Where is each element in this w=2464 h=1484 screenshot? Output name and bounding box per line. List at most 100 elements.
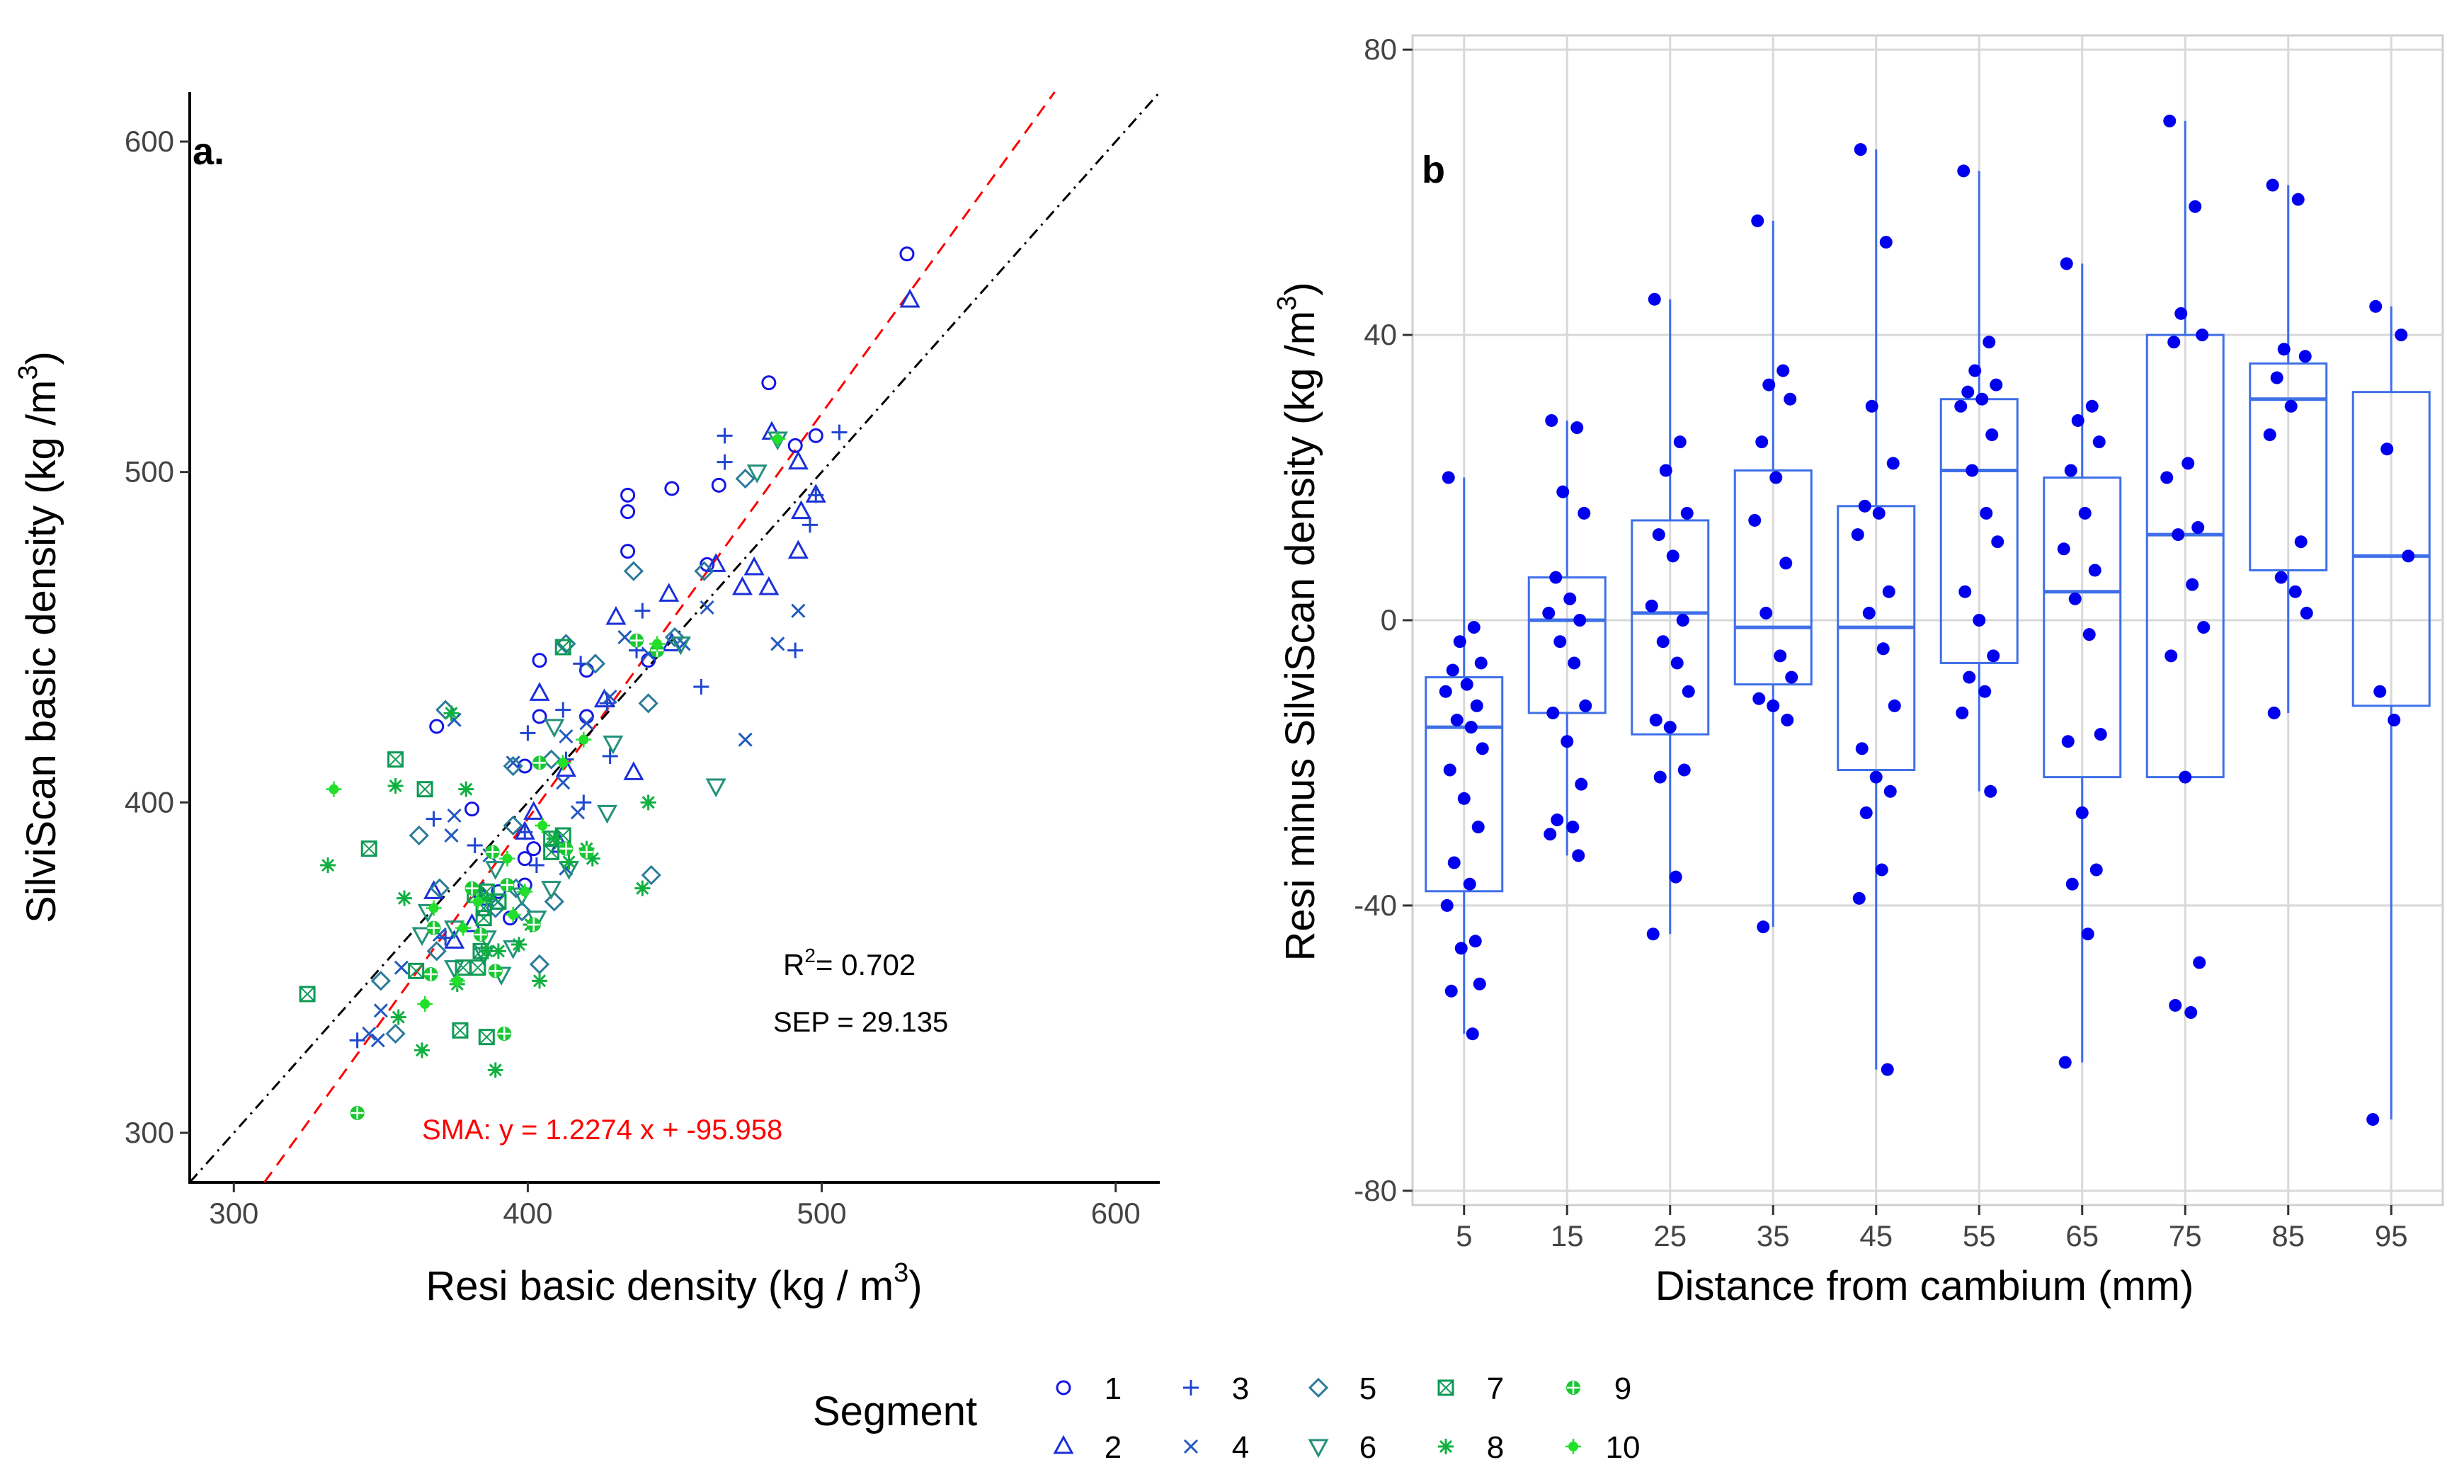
legend-label: 9 (1614, 1371, 1631, 1406)
scatter-point (576, 731, 592, 748)
scatter-point (464, 881, 479, 896)
scatter-point (649, 636, 666, 652)
data-point (1649, 714, 1662, 727)
data-point (1556, 485, 1570, 498)
data-point (1759, 606, 1773, 620)
scatter-point (693, 679, 709, 695)
box-15 (1527, 413, 1607, 862)
data-point (1875, 863, 1888, 877)
legend-symbol (1566, 1381, 1580, 1395)
data-point (1542, 606, 1556, 620)
scatter-point (561, 854, 577, 870)
data-point (1774, 649, 1787, 663)
scatter-point (485, 861, 506, 880)
data-point (1563, 592, 1577, 605)
data-point (1440, 898, 1454, 912)
data-point (2263, 428, 2276, 442)
data-point (1467, 621, 1481, 634)
scatter-point (444, 960, 465, 979)
data-point (1978, 685, 1992, 698)
scatter-point (469, 894, 486, 910)
scatter-point (503, 755, 523, 777)
legend-items: 1 2 3 4 5 6 7 8 9 10 (1053, 1371, 1640, 1465)
scatter-point (417, 903, 438, 923)
scatter-point (528, 857, 544, 873)
data-point (2189, 200, 2202, 213)
scatter-point (500, 878, 515, 892)
data-point (2167, 336, 2181, 349)
data-point (1968, 364, 1982, 377)
scatter-point (532, 755, 547, 770)
scatter-point (474, 928, 488, 942)
legend-label: 8 (1487, 1430, 1504, 1465)
data-point (2160, 471, 2174, 484)
data-point (1879, 236, 1893, 249)
legend-label: 4 (1232, 1430, 1249, 1465)
data-point (2298, 350, 2312, 363)
data-point (1682, 685, 1695, 698)
scatter-point (387, 751, 404, 768)
scatter-point (770, 431, 786, 447)
data-point (1876, 642, 1890, 656)
panel-a-points (299, 246, 920, 1120)
scatter-point (746, 464, 768, 484)
box-45 (1837, 143, 1916, 1076)
data-point (1762, 378, 1776, 392)
y-tick-label: 0 (1381, 603, 1397, 637)
scatter-point (426, 811, 442, 827)
panel-a-ticks: 300 400 500 600 300 400 500 600 (125, 125, 1141, 1230)
scatter-point (559, 729, 574, 744)
legend-symbol (1437, 1379, 1454, 1396)
data-point (1881, 1063, 1894, 1076)
scatter-point (416, 781, 433, 798)
data-point (1757, 920, 1770, 934)
legend-symbol (1438, 1439, 1454, 1454)
data-point (1865, 399, 1878, 413)
box-25 (1631, 292, 1710, 941)
data-point (1464, 721, 1478, 734)
scatter-point (735, 468, 755, 489)
scatter-point (731, 576, 753, 595)
data-point (1990, 378, 2003, 392)
scatter-point (423, 880, 445, 899)
data-point (2068, 592, 2082, 605)
data-point (2380, 443, 2394, 456)
data-point (1575, 777, 1588, 791)
panel-b-boxes (1425, 114, 2431, 1126)
data-point (1553, 635, 1567, 649)
scatter-point (387, 778, 404, 794)
scatter-point (511, 937, 527, 952)
data-point (1476, 742, 1489, 755)
scatter-point (529, 682, 550, 701)
data-point (1439, 685, 1452, 698)
scatter-point (449, 973, 465, 989)
data-point (2277, 343, 2291, 356)
x-tick-label: 65 (2065, 1219, 2099, 1252)
scatter-point (503, 940, 524, 959)
data-point (1453, 635, 1466, 649)
scatter-point (320, 857, 336, 873)
box-55 (1939, 164, 2019, 798)
scatter-point (578, 709, 594, 724)
scatter-point (505, 907, 521, 923)
scatter-point (526, 918, 541, 932)
box-65 (2043, 257, 2122, 1069)
scatter-point (670, 636, 691, 656)
data-point (1785, 670, 1798, 684)
data-point (2172, 528, 2185, 542)
legend-item-7: 7 (1437, 1371, 1504, 1406)
scatter-point (738, 732, 753, 747)
scatter-point (640, 794, 656, 811)
data-point (2266, 178, 2279, 192)
scatter-point (555, 702, 571, 718)
data-point (2065, 877, 2079, 891)
scatter-point (717, 454, 733, 470)
data-point (2191, 521, 2205, 535)
legend-symbol (1053, 1434, 1074, 1454)
data-point (1666, 549, 1679, 563)
scatter-point (629, 633, 644, 648)
data-point (1659, 464, 1672, 477)
scatter-point (661, 632, 683, 651)
data-point (1579, 699, 1592, 712)
scatter-point (790, 500, 812, 520)
